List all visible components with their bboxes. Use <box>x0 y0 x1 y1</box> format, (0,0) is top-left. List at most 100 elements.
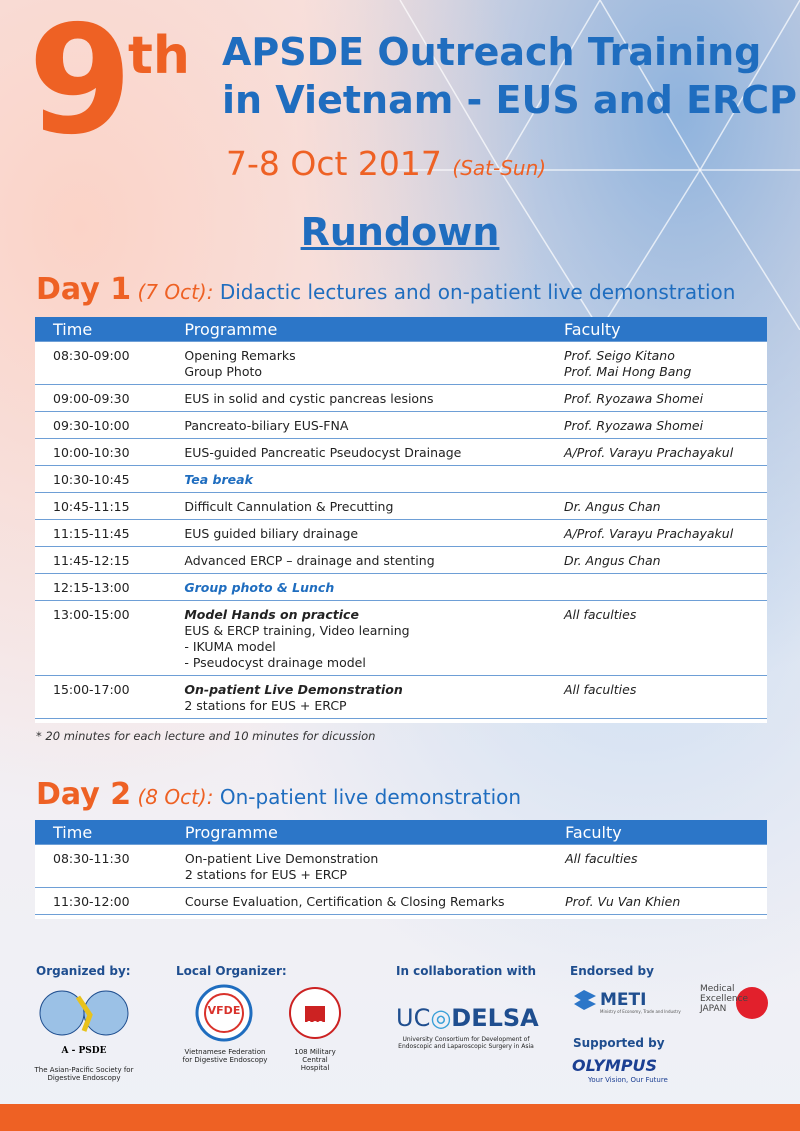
programme-line: Difficult Cannulation & Precutting <box>184 499 394 514</box>
faculty-name: Dr. Angus Chan <box>563 499 661 514</box>
vfde-abbr: VFDE <box>207 1004 241 1017</box>
time: 12:15-13:00 <box>35 573 167 601</box>
schedule-row: 15:00-17:00 On-patient Live Demonstration… <box>35 675 767 719</box>
faculty: Prof. Vu Van Khien <box>547 887 767 915</box>
day-date: (7 Oct): <box>137 280 214 304</box>
schedule-row: 12:15-13:00 Group photo & Lunch <box>35 573 767 601</box>
schedule-row: 10:00-10:30 EUS-guided Pancreatic Pseudoc… <box>35 438 767 466</box>
programme-line: EUS in solid and cystic pancreas lesions <box>184 391 434 406</box>
programme-line: Advanced ERCP – drainage and stenting <box>184 553 435 568</box>
faculty <box>545 465 767 493</box>
hospital-logo <box>289 987 341 1039</box>
footer-label: Supported by <box>573 1036 665 1050</box>
column-header: Programme <box>166 317 546 342</box>
meti: METI <box>600 990 647 1010</box>
faculty: Prof. Ryozawa Shomei <box>545 384 767 412</box>
programme: EUS-guided Pancreatic Pseudocyst Drainag… <box>166 438 546 466</box>
schedule-row: 11:15-11:45 EUS guided biliary drainage A/… <box>35 519 767 547</box>
column-header: Time <box>35 317 167 342</box>
programme-line: Opening Remarks <box>184 348 296 363</box>
programme-line: Group photo & Lunch <box>184 580 335 595</box>
schedule-row: 11:30-12:00 Course Evaluation, Certificat… <box>35 887 767 915</box>
faculty: Dr. Angus Chan <box>545 546 767 574</box>
day-heading: Day 2 (8 Oct): On-patient live demonstra… <box>36 777 521 812</box>
programme: EUS in solid and cystic pancreas lesions <box>166 384 546 412</box>
faculty-name: All faculties <box>565 851 638 866</box>
faculty: Prof. Seigo Kitano Prof. Mai Hong Bang <box>545 341 767 385</box>
schedule-table: Time Programme Faculty 08:30-11:30 On-patien… <box>35 820 767 919</box>
delsa-name: University Consortium for Development of… <box>398 1036 534 1050</box>
programme: On-patient Live Demonstration 2 stations … <box>166 675 546 719</box>
meti-name: Ministry of Economy, Trade and Industry <box>600 1009 681 1014</box>
programme: EUS guided biliary drainage <box>166 519 546 547</box>
schedule-row: 08:30-09:00 Opening Remarks Group Photo Pro… <box>35 341 767 385</box>
faculty-name: Prof. Mai Hong Bang <box>563 364 692 379</box>
uc: UC <box>396 1004 431 1032</box>
faculty: A/Prof. Varayu Prachayakul <box>545 519 767 547</box>
schedule-row: 13:00-15:00 Model Hands on practice EUS & … <box>35 600 767 676</box>
programme: Opening Remarks Group Photo <box>166 341 546 385</box>
event-date: 7-8 Oct 2017 (Sat-Sun) <box>226 144 546 183</box>
end-cell <box>35 914 767 919</box>
mej-logo <box>736 987 768 1019</box>
column-header: Faculty <box>547 820 767 845</box>
faculty <box>545 573 767 601</box>
faculty-name: Prof. Seigo Kitano <box>563 348 675 363</box>
time: 09:00-09:30 <box>35 384 167 412</box>
schedule-table: Time Programme Faculty 08:30-09:00 Opening R… <box>35 317 767 723</box>
schedule-row: 09:00-09:30 EUS in solid and cystic pancr… <box>35 384 767 412</box>
end-row <box>35 718 767 723</box>
schedule-row: 10:45-11:15 Difficult Cannulation & Precu… <box>35 492 767 520</box>
programme-line: Pancreato-biliary EUS-FNA <box>184 418 349 433</box>
programme-line: Course Evaluation, Certification & Closi… <box>184 894 505 909</box>
programme-line: Model Hands on practice <box>184 607 359 622</box>
day-heading: Day 1 (7 Oct): Didactic lectures and on-… <box>36 272 735 307</box>
day-date: (8 Oct): <box>137 785 214 809</box>
time: 11:30-12:00 <box>35 887 167 915</box>
meti-icon <box>574 990 596 1010</box>
end-cell <box>35 718 767 723</box>
programme: Tea break <box>166 465 546 493</box>
programme: Group photo & Lunch <box>166 573 546 601</box>
programme-line: On-patient Live Demonstration <box>184 682 403 697</box>
time: 11:15-11:45 <box>35 519 167 547</box>
vfde-logo <box>195 984 253 1042</box>
faculty: All faculties <box>547 844 767 888</box>
footer-label: In collaboration with <box>396 964 537 978</box>
faculty-name: Prof. Ryozawa Shomei <box>563 418 704 433</box>
date: 7-8 Oct 2017 <box>226 144 442 183</box>
programme-line: EUS & ERCP training, Video learning <box>184 623 410 638</box>
schedule-row: 10:30-10:45 Tea break <box>35 465 767 493</box>
bottom-bar <box>0 1104 800 1131</box>
faculty: All faculties <box>545 600 767 676</box>
hospital-number: 108 <box>306 1020 324 1029</box>
programme-line: 2 stations for EUS + ERCP <box>184 867 348 882</box>
edition-suffix: th <box>128 26 190 86</box>
programme-line: EUS guided biliary drainage <box>184 526 359 541</box>
time: 15:00-17:00 <box>35 675 167 719</box>
faculty-name: Dr. Angus Chan <box>563 553 661 568</box>
programme-line: EUS-guided Pancreatic Pseudocyst Drainag… <box>184 445 462 460</box>
time: 08:30-09:00 <box>35 341 167 385</box>
header-row: Time Programme Faculty <box>35 317 767 342</box>
column-header: Programme <box>166 820 548 845</box>
apsde-abbr: A - PSDE <box>61 1046 107 1056</box>
programme: Course Evaluation, Certification & Closi… <box>166 887 548 915</box>
programme-line: - Pseudocyst drainage model <box>184 655 366 670</box>
schedule-row: 11:45-12:15 Advanced ERCP – drainage and … <box>35 546 767 574</box>
day-description: Didactic lectures and on-patient live de… <box>219 280 736 304</box>
column-header: Time <box>35 820 167 845</box>
faculty: A/Prof. Varayu Prachayakul <box>545 438 767 466</box>
schedule-row: 08:30-11:30 On-patient Live Demonstration… <box>35 844 767 888</box>
edition-number: 9 <box>28 0 133 168</box>
time: 08:30-11:30 <box>35 844 167 888</box>
programme: Difficult Cannulation & Precutting <box>166 492 546 520</box>
faculty-name: Prof. Vu Van Khien <box>565 894 681 909</box>
faculty-name: A/Prof. Varayu Prachayakul <box>563 445 734 460</box>
date-note: (Sat-Sun) <box>452 156 547 180</box>
faculty: All faculties <box>545 675 767 719</box>
time: 11:45-12:15 <box>35 546 167 574</box>
faculty-name: Prof. Ryozawa Shomei <box>563 391 704 406</box>
time: 13:00-15:00 <box>35 600 167 676</box>
header-row: Time Programme Faculty <box>35 820 767 845</box>
